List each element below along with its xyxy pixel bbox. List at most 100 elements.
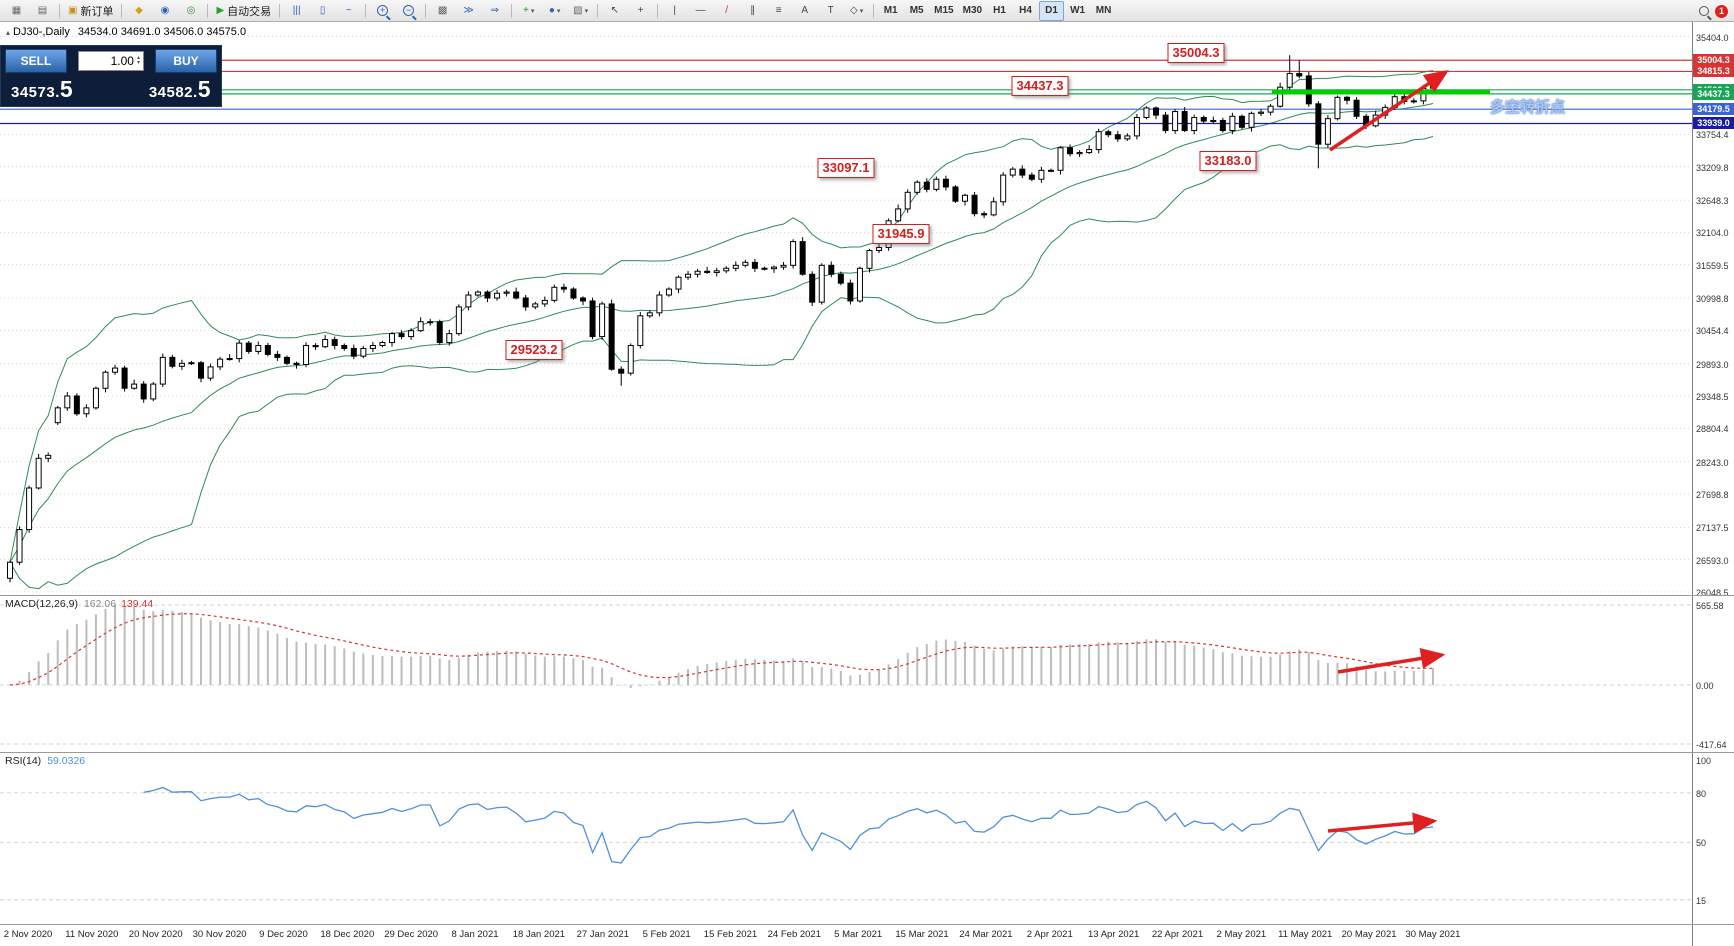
shapes-button[interactable]: ◇ ▾ (844, 1, 869, 21)
caret-icon: ▾ (530, 7, 535, 15)
market-watch-button[interactable]: ◆ (126, 1, 151, 21)
zoom-out-button[interactable]: − (396, 1, 421, 21)
price-annotation-box[interactable]: 33183.0 (1199, 151, 1257, 171)
price-annotation-box[interactable]: 34437.3 (1011, 76, 1069, 96)
cursor-button[interactable]: ↖ (602, 1, 627, 21)
search-icon[interactable] (1699, 6, 1709, 16)
rsi-indicator-header: RSI(14) 59.0326 (5, 755, 86, 767)
price-annotation-box[interactable]: 35004.3 (1167, 43, 1225, 63)
timeframe-m30[interactable]: M30 (962, 5, 983, 16)
price-scale-tick: 32104.0 (1696, 228, 1729, 239)
new-order-button[interactable]: ▣ 新订单 (64, 1, 117, 21)
price-annotation-box[interactable]: 31945.9 (872, 224, 930, 244)
timeframe-h1[interactable]: H1 (993, 5, 1006, 16)
macd-indicator-header: MACD(12,26,9) 162.06 139.44 (5, 598, 154, 610)
strategy-tester-button[interactable]: ◎ (178, 1, 203, 21)
collapse-icon[interactable]: ▴ (6, 28, 11, 37)
toolbar-separator (597, 3, 599, 18)
price-scale-tick: 32648.3 (1696, 196, 1729, 207)
trendline-icon: / (725, 4, 729, 16)
vertical-line-button[interactable]: | (662, 1, 687, 21)
price-badge: 33939.0 (1693, 117, 1734, 130)
buy-button[interactable]: BUY (155, 49, 217, 73)
date-axis-label: 5 Mar 2021 (834, 929, 883, 940)
date-axis[interactable]: 2 Nov 2020 11 Nov 2020 20 Nov 2020 30 Nov 2… (0, 926, 1692, 946)
date-axis-label: 8 Jan 2021 (451, 929, 499, 940)
toolbar-separator (59, 3, 60, 18)
timeframe-d1[interactable]: D1 (1039, 0, 1065, 21)
timeframe-w1[interactable]: W1 (1070, 5, 1086, 16)
rsi-scale-tick: 80 (1696, 788, 1707, 799)
price-badge: 35004.3 (1693, 54, 1734, 67)
date-axis-label: 13 Apr 2021 (1088, 929, 1140, 940)
trend-arrows[interactable] (1327, 70, 1449, 834)
auto-trading-button[interactable]: ▶ 自动交易 (212, 1, 275, 21)
timeframe-h4[interactable]: H4 (1019, 5, 1032, 16)
zoom-out-icon: − (403, 5, 415, 16)
panel-separator[interactable] (0, 752, 1734, 753)
bar-chart-button[interactable]: ||| (284, 1, 309, 21)
price-scale-tick: 35404.0 (1696, 32, 1729, 43)
timeframe-m15[interactable]: M15 (934, 5, 954, 16)
price-scale-tick: 27698.8 (1696, 490, 1729, 500)
new-order-button-label: 新订单 (80, 5, 114, 18)
toolbar-separator (207, 3, 209, 18)
open-chart-button[interactable]: ▤ (30, 1, 55, 21)
candle-chart-button[interactable]: ▯ (310, 1, 335, 21)
candlestick-series (7, 55, 1436, 583)
label-icon: T (827, 4, 834, 16)
one-click-trading-panel: SELL 1.00 ▴ ▾ BUY 34573.5 34582.5 (0, 45, 222, 107)
volume-input[interactable]: 1.00 ▴ ▾ (78, 51, 144, 71)
date-axis-label: 2 Apr 2021 (1026, 929, 1073, 940)
timeframe-m5[interactable]: M5 (909, 5, 924, 16)
price-annotation-box[interactable]: 29523.2 (505, 340, 563, 360)
price-scale-tick: 27137.5 (1696, 523, 1729, 534)
data-window-button[interactable]: ◉ (152, 1, 177, 21)
timeframe-m1[interactable]: M1 (883, 5, 898, 16)
price-scale-tick: 29348.5 (1696, 392, 1729, 403)
zoom-in-button[interactable]: + (370, 1, 395, 21)
price-scale-tick: 30998.8 (1696, 294, 1729, 305)
channel-button[interactable]: ∥ (740, 1, 765, 21)
tile-windows-button[interactable]: ▩ (430, 1, 455, 21)
templates-button[interactable]: ▧ ▾ (568, 1, 593, 21)
tile-icon: ▩ (437, 4, 448, 16)
trendline-button[interactable]: / (714, 1, 739, 21)
date-axis-label: 20 May 2021 (1341, 929, 1397, 940)
horizontal-line-button[interactable]: — (688, 1, 713, 21)
sell-button[interactable]: SELL (5, 49, 67, 73)
horizontal-level-lines[interactable] (0, 59, 1692, 125)
objects-button[interactable]: ● ▾ (542, 1, 567, 21)
chart-shift-button[interactable]: ⇒ (482, 1, 507, 21)
price-annotation-box[interactable]: 33097.1 (817, 158, 875, 178)
fibonacci-button[interactable]: ≡ (766, 1, 791, 21)
price-scale-tick: 28804.4 (1696, 424, 1729, 435)
date-axis-label: 15 Feb 2021 (703, 929, 758, 940)
turning-point-annotation[interactable]: 多空转折点 (1490, 99, 1566, 116)
panel-separator[interactable] (0, 595, 1734, 596)
indicators-button[interactable]: + ▾ (516, 1, 541, 21)
timeframe-mn[interactable]: MN (1095, 5, 1112, 16)
price-scale-tick: 29893.0 (1696, 359, 1729, 370)
new-chart-button[interactable]: ▦ (4, 1, 29, 21)
macd-signal-line (9, 613, 1433, 686)
notifications-badge[interactable]: 1 (1715, 4, 1728, 18)
bollinger-bands (9, 70, 1434, 590)
cursor-icon: ↖ (610, 4, 619, 16)
sell-price: 34573.5 (11, 76, 74, 102)
price-scale-tick: 31559.5 (1696, 260, 1729, 271)
candles-icon: ▯ (319, 4, 326, 16)
text-button[interactable]: A (792, 1, 817, 21)
crosshair-button[interactable]: + (628, 1, 653, 21)
rsi-scale-tick: 100 (1696, 756, 1712, 766)
caret-icon: ▾ (584, 7, 589, 15)
price-scale[interactable]: 35404.0 33754.4 33209.8 32648.3 32104.0 31559… (1692, 22, 1734, 946)
toolbar-separator (657, 3, 659, 18)
volume-spinner-icon[interactable]: ▴ ▾ (136, 55, 140, 66)
price-badge: 34179.5 (1693, 103, 1734, 116)
line-chart-button[interactable]: ~ (336, 1, 361, 21)
auto-scroll-button[interactable]: ≫ (456, 1, 481, 21)
toolbar-separator (511, 3, 513, 18)
data-icon: ◉ (160, 4, 170, 16)
label-button[interactable]: T (818, 1, 843, 21)
